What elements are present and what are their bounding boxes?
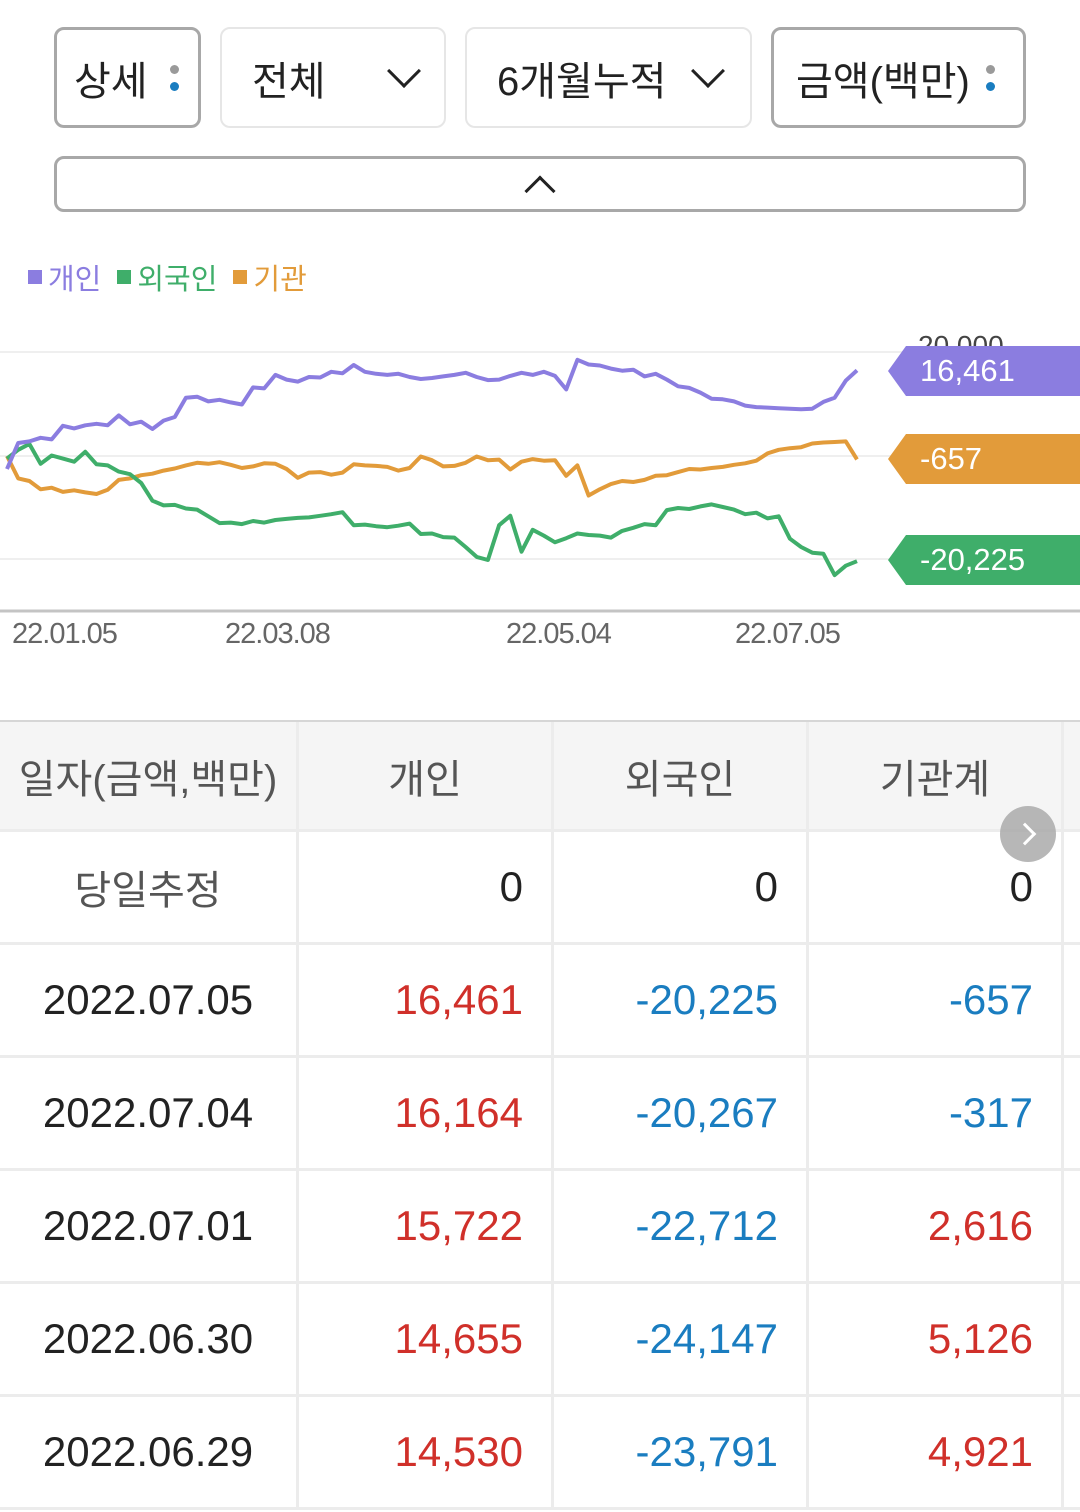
cell-individual: 14,655 — [299, 1284, 554, 1394]
tag-value: -657 — [920, 441, 983, 476]
detail-menu-button[interactable]: 상세 — [54, 27, 201, 128]
header-institution: 기관계 — [809, 722, 1064, 829]
legend-label: 외국인 — [137, 264, 218, 296]
legend-label: 개인 — [48, 264, 102, 296]
x-tick-label: 22.07.05 — [735, 618, 841, 650]
scroll-right-button[interactable] — [1000, 806, 1056, 862]
cell-foreign: 0 — [554, 832, 809, 942]
cell-overflow — [1064, 832, 1080, 942]
cell-overflow — [1064, 945, 1080, 1055]
period-dropdown[interactable]: 6개월누적 — [465, 27, 752, 128]
cell-foreign: -24,147 — [554, 1284, 809, 1394]
scope-label: 전체 — [252, 59, 326, 104]
cell-institution: 0 — [809, 832, 1064, 942]
filter-controls: 상세 전체 6개월누적 금액(백만) — [54, 27, 1026, 128]
cell-overflow — [1064, 1058, 1080, 1168]
header-overflow — [1064, 722, 1080, 829]
unit-menu-button[interactable]: 금액(백만) — [771, 27, 1026, 128]
tag-value: -20,225 — [920, 542, 1026, 577]
cell-institution: -317 — [809, 1058, 1064, 1168]
x-tick-label: 22.03.08 — [225, 618, 331, 650]
table-row: 2022.07.05 16,461 -20,225 -657 — [0, 945, 1080, 1058]
legend-swatch — [28, 270, 42, 284]
series-line-foreign — [5, 442, 858, 578]
last-value-tag-foreign: -20,225 — [888, 535, 1080, 585]
cell-individual: 0 — [299, 832, 554, 942]
tag-value: 16,461 — [920, 353, 1015, 388]
series-line-individual — [5, 357, 859, 470]
cell-individual: 16,461 — [299, 945, 554, 1055]
cell-overflow — [1064, 1284, 1080, 1394]
cell-date: 2022.07.05 — [0, 945, 299, 1055]
chart-legend: 개인 외국인 기관 — [28, 256, 307, 298]
x-tick-label: 22.05.04 — [506, 618, 612, 650]
legend-swatch — [117, 270, 132, 284]
more-vertical-icon — [169, 64, 179, 91]
chevron-down-icon — [691, 53, 726, 88]
cell-date: 2022.07.01 — [0, 1171, 299, 1281]
cell-foreign: -22,712 — [554, 1171, 809, 1281]
collapse-chart-button[interactable] — [54, 156, 1026, 212]
legend-item-individual: 개인 — [28, 256, 101, 298]
cell-foreign: -20,225 — [554, 945, 809, 1055]
unit-label: 금액(백만) — [796, 59, 970, 104]
cell-foreign: -20,267 — [554, 1058, 809, 1168]
investor-flow-line-chart — [0, 351, 1080, 613]
table-header-row: 일자(금액,백만) 개인 외국인 기관계 — [0, 720, 1080, 832]
row-label: 당일추정 — [0, 832, 299, 942]
cell-individual: 15,722 — [299, 1171, 554, 1281]
cell-date: 2022.06.30 — [0, 1284, 299, 1394]
table-row: 2022.07.04 16,164 -20,267 -317 — [0, 1058, 1080, 1171]
legend-label: 기관 — [253, 264, 307, 296]
cell-institution: 4,921 — [809, 1397, 1064, 1507]
cell-individual: 14,530 — [299, 1397, 554, 1507]
last-value-tag-individual: 16,461 — [888, 346, 1080, 396]
chevron-right-icon — [1013, 822, 1037, 846]
scope-dropdown[interactable]: 전체 — [220, 27, 446, 128]
cell-institution: 2,616 — [809, 1171, 1064, 1281]
header-individual: 개인 — [299, 722, 554, 829]
table-row-estimate: 당일추정 0 0 0 — [0, 832, 1080, 945]
cell-institution: 5,126 — [809, 1284, 1064, 1394]
legend-swatch — [233, 270, 248, 284]
cell-individual: 16,164 — [299, 1058, 554, 1168]
x-tick-label: 22.01.05 — [12, 618, 118, 650]
cell-overflow — [1064, 1171, 1080, 1281]
table-row: 2022.07.01 15,722 -22,712 2,616 — [0, 1171, 1080, 1284]
cell-date: 2022.06.29 — [0, 1397, 299, 1507]
header-date: 일자(금액,백만) — [0, 722, 299, 829]
investor-flow-table: 일자(금액,백만) 개인 외국인 기관계 당일추정 0 0 0 2022.07.… — [0, 720, 1080, 1510]
header-foreign: 외국인 — [554, 722, 809, 829]
legend-item-institution: 기관 — [233, 256, 307, 298]
period-label: 6개월누적 — [497, 59, 667, 104]
series-line-institution — [5, 439, 859, 498]
detail-label: 상세 — [74, 59, 148, 104]
chevron-down-icon — [386, 53, 421, 88]
cell-foreign: -23,791 — [554, 1397, 809, 1507]
last-value-tag-institution: -657 — [888, 434, 1080, 484]
table-row: 2022.06.29 14,530 -23,791 4,921 — [0, 1397, 1080, 1510]
table-row: 2022.06.30 14,655 -24,147 5,126 — [0, 1284, 1080, 1397]
more-vertical-icon — [985, 64, 995, 91]
cell-date: 2022.07.04 — [0, 1058, 299, 1168]
cell-institution: -657 — [809, 945, 1064, 1055]
cell-overflow — [1064, 1397, 1080, 1507]
chevron-up-icon — [524, 175, 556, 207]
legend-item-foreign: 외국인 — [117, 256, 217, 298]
